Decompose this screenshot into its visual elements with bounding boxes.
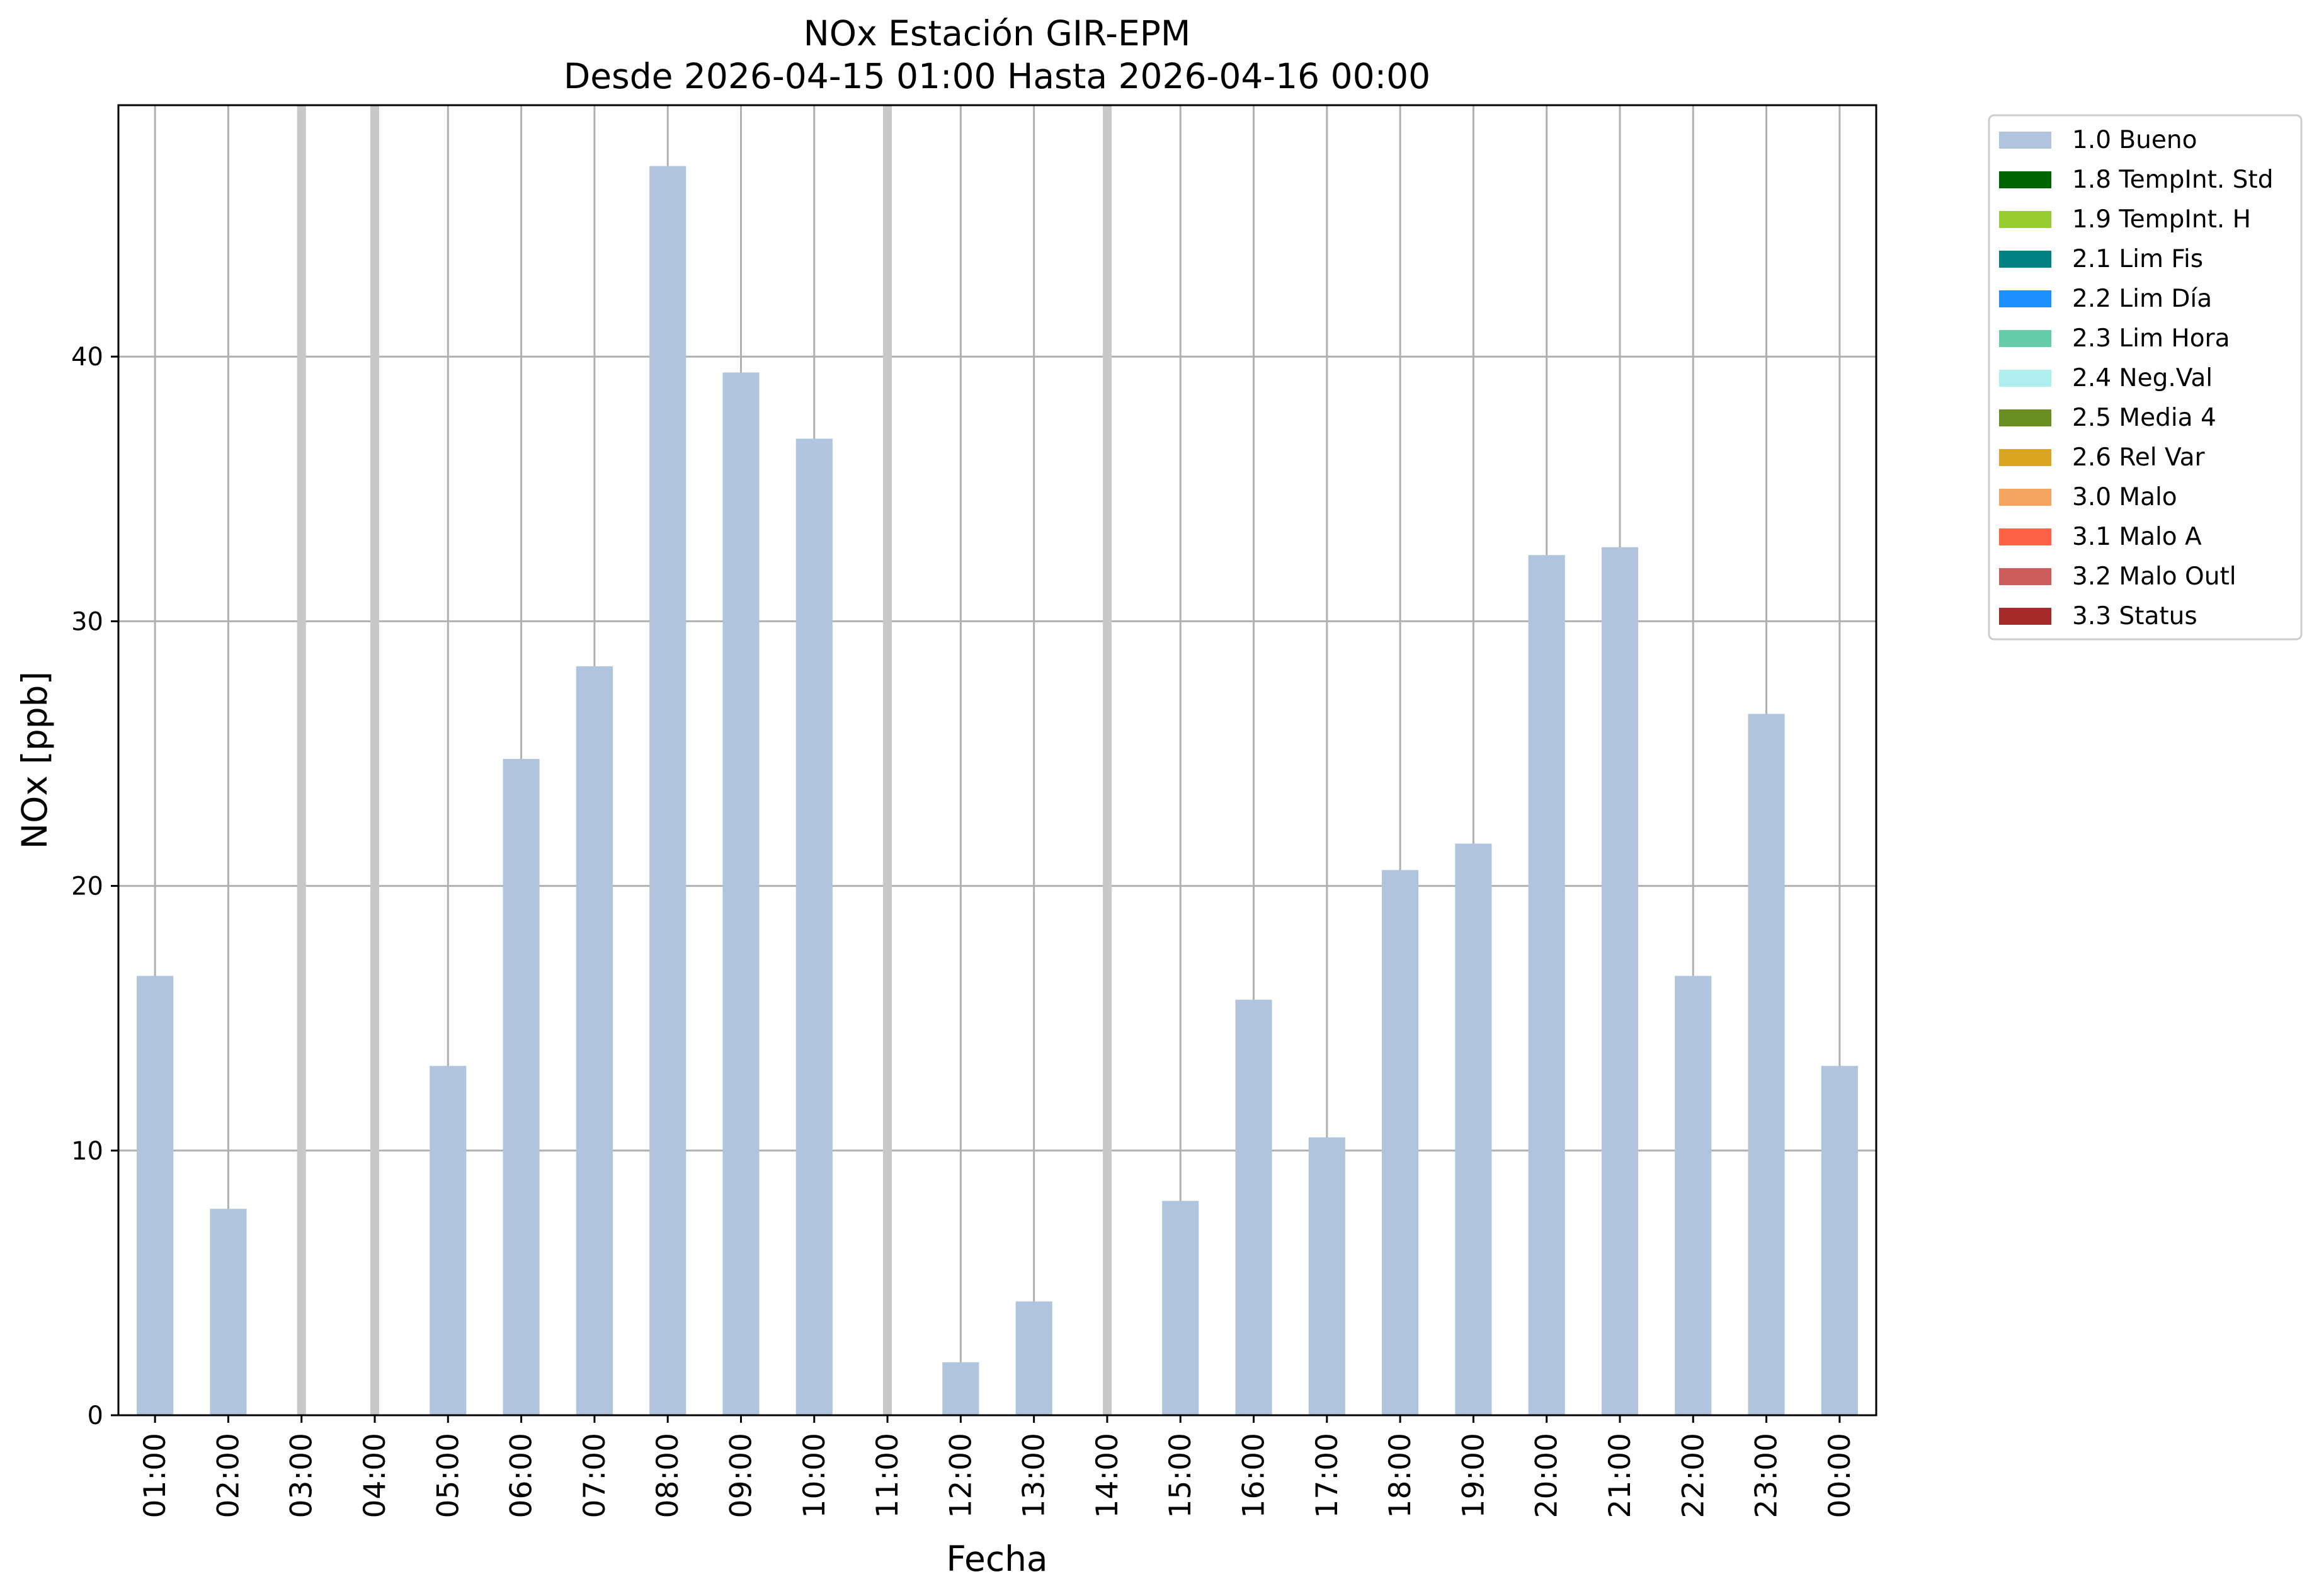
x-tick-label: 23:00 [1750,1433,1784,1518]
legend-swatch [1999,568,2051,585]
x-tick-label: 14:00 [1090,1433,1125,1518]
legend-swatch [1999,489,2051,506]
bar-1800 [1382,870,1419,1415]
bar-1500 [1162,1200,1199,1415]
x-tick-label: 05:00 [431,1433,465,1518]
legend-swatch [1999,251,2051,268]
legend-label: 3.2 Malo Outl [2072,562,2236,591]
bar-0800 [649,166,687,1415]
bar-0500 [430,1066,467,1415]
bar-1200 [942,1362,979,1415]
x-tick-label: 03:00 [285,1433,319,1518]
legend-label: 2.6 Rel Var [2072,443,2206,472]
bar-2000 [1528,555,1565,1415]
bar-0900 [722,372,760,1415]
y-tick-label: 40 [71,343,103,372]
legend-label: 1.8 TempInt. Std [2072,166,2273,194]
bar-1600 [1235,1000,1272,1415]
y-tick-label: 0 [88,1401,103,1430]
legend-swatch [1999,528,2051,545]
missing-data-marker [370,105,380,1415]
legend-swatch [1999,330,2051,347]
plot-area-frame [117,104,1877,1416]
legend-label: 1.0 Bueno [2072,126,2197,154]
legend-label: 2.5 Media 4 [2072,404,2216,432]
bar-0600 [503,758,540,1415]
legend-label: 3.0 Malo [2072,483,2177,511]
x-tick-label: 01:00 [138,1433,173,1518]
x-tick-label: 04:00 [358,1433,392,1518]
x-tick-label: 07:00 [578,1433,612,1518]
x-tick-label: 21:00 [1603,1433,1638,1518]
x-tick-label: 13:00 [1017,1433,1052,1518]
bar-0200 [210,1209,247,1415]
missing-data-marker [883,105,892,1415]
y-tick-label: 10 [71,1137,103,1166]
missing-data-marker [297,105,306,1415]
bar-2200 [1675,976,1712,1415]
legend-frame [1988,114,2303,641]
bar-0700 [576,666,613,1415]
x-tick-label: 12:00 [943,1433,978,1518]
y-tick-label: 20 [71,872,103,901]
y-tick-label: 30 [71,607,103,636]
bar-1300 [1015,1301,1052,1415]
x-tick-label: 06:00 [504,1433,539,1518]
x-tick-label: 17:00 [1310,1433,1345,1518]
legend-label: 2.2 Lim Día [2072,285,2212,313]
x-tick-label: 08:00 [651,1433,685,1518]
legend-swatch [1999,409,2051,426]
chart-subtitle: Desde 2026-04-15 01:00 Hasta 2026-04-16 … [564,56,1430,96]
legend-items: 1.0 Bueno 1.8 TempInt. Std 1.9 TempInt. H 2… [1999,126,2273,630]
x-tick-label: 11:00 [870,1433,905,1518]
legend-label: 2.1 Lim Fis [2072,245,2203,273]
missing-data-markers [297,105,1112,1415]
legend-label: 2.3 Lim Hora [2072,324,2230,353]
x-tick-label: 09:00 [724,1433,758,1518]
legend-label: 3.1 Malo A [2072,523,2202,551]
x-tick-label: 02:00 [211,1433,246,1518]
bar-2300 [1748,714,1785,1415]
x-tick-label: 20:00 [1530,1433,1564,1518]
legend-label: 1.9 TempInt. H [2072,205,2251,234]
legend-swatch [1999,171,2051,188]
legend-label: 2.4 Neg.Val [2072,364,2213,392]
legend-label: 3.3 Status [2072,602,2197,630]
bar-0100 [137,976,174,1415]
legend-swatch [1999,290,2051,307]
legend-swatch [1999,449,2051,466]
legend: 1.0 Bueno 1.8 TempInt. Std 1.9 TempInt. H 2… [1988,114,2303,641]
bar-1000 [795,438,833,1415]
missing-data-marker [1102,105,1112,1415]
x-tick-label: 22:00 [1676,1433,1711,1518]
bar-1700 [1308,1137,1345,1415]
legend-swatch [1999,132,2051,149]
legend-swatch [1999,211,2051,228]
y-axis-ticks: 0 10 20 30 40 [71,343,118,1430]
y-axis-label: NOx [ppb] [14,671,55,849]
bars [137,166,1858,1416]
x-axis-ticks: 01:00 02:00 03:00 04:00 05:00 06:00 07:00 08:00… [138,1415,1857,1518]
x-tick-label: 16:00 [1237,1433,1272,1518]
legend-swatch [1999,608,2051,625]
bar-1900 [1455,843,1492,1415]
x-tick-label: 00:00 [1823,1433,1857,1518]
x-tick-label: 18:00 [1383,1433,1418,1518]
bar-0000 [1821,1066,1858,1415]
x-axis-label: Fecha [946,1539,1047,1579]
x-tick-label: 15:00 [1163,1433,1198,1518]
chart-title: NOx Estación GIR-EPM [804,13,1191,54]
bar-2100 [1601,547,1639,1416]
x-tick-label: 19:00 [1456,1433,1491,1518]
x-tick-label: 10:00 [797,1433,832,1518]
legend-swatch [1999,370,2051,387]
